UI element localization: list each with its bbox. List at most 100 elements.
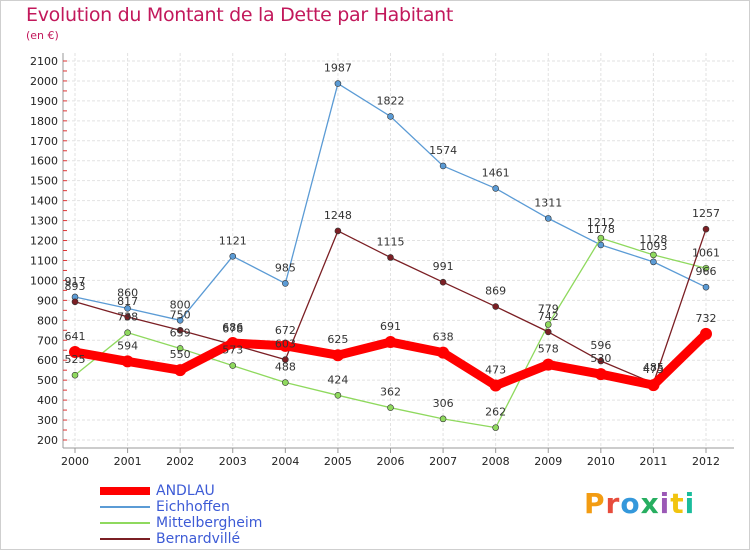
data-label: 475 [643, 363, 664, 376]
y-tick-label: 1500 [30, 175, 58, 188]
data-label: 686 [222, 321, 243, 334]
data-point [282, 356, 289, 363]
y-tick-label: 1000 [30, 274, 58, 287]
y-tick-label: 1800 [30, 115, 58, 128]
data-label: 641 [65, 330, 86, 343]
data-point [489, 379, 502, 392]
data-label: 991 [433, 260, 454, 273]
y-tick-label: 700 [37, 334, 58, 347]
data-point [331, 349, 344, 362]
legend-entry: Eichhoffen [100, 499, 262, 515]
data-point [282, 379, 289, 386]
legend: ANDLAU Eichhoffen Mittelbergheim Bernardvil… [100, 483, 262, 547]
data-point [71, 371, 79, 379]
x-tick-label: 2011 [639, 455, 667, 468]
legend-entry: Bernardvillé [100, 531, 262, 547]
x-tick-label: 2007 [429, 455, 457, 468]
data-label: 750 [170, 308, 191, 321]
data-label: 525 [65, 353, 86, 366]
data-point [334, 227, 342, 235]
data-label: 917 [65, 275, 86, 288]
data-point [174, 364, 187, 377]
data-label: 1461 [482, 166, 510, 179]
logo-letter: o [620, 487, 641, 520]
data-point [702, 264, 710, 272]
data-point [176, 317, 184, 324]
x-tick-label: 2004 [271, 455, 299, 468]
axis-layer: 200 300 400 500 600 700 800 900 1000 1100 1200 1300… [30, 53, 734, 468]
data-label: 1093 [639, 240, 667, 253]
data-label: 742 [538, 310, 559, 323]
data-point [492, 185, 499, 192]
data-point [121, 355, 134, 368]
data-label: 1311 [534, 196, 562, 209]
logo-letter: t [670, 487, 685, 520]
y-tick-label: 800 [37, 314, 58, 327]
logo-letter: i [684, 487, 696, 520]
data-label: 262 [485, 406, 506, 419]
y-tick-label: 500 [37, 374, 58, 387]
data-point [437, 346, 450, 359]
data-label: 594 [117, 339, 138, 352]
legend-label: Bernardvillé [156, 531, 241, 547]
data-point [439, 278, 447, 286]
chart-subtitle: (en €) [26, 29, 59, 42]
x-tick-label: 2002 [166, 455, 194, 468]
data-point [597, 234, 605, 242]
data-label: 306 [433, 397, 454, 410]
logo-letter: P [584, 487, 606, 520]
data-label: 603 [275, 338, 296, 351]
data-point [544, 215, 552, 222]
data-point [387, 254, 394, 261]
data-label: 1822 [377, 94, 405, 107]
data-label: 779 [538, 303, 559, 316]
legend-swatch [100, 522, 150, 524]
data-label: 860 [117, 286, 138, 299]
data-point [229, 362, 237, 369]
y-tick-label: 300 [37, 414, 58, 427]
data-label: 530 [590, 352, 611, 365]
legend-swatch [100, 506, 150, 508]
data-label: 573 [222, 344, 243, 357]
data-point [439, 162, 447, 170]
data-label: 732 [696, 312, 717, 325]
data-point [702, 225, 710, 233]
chart-title: Evolution du Montant de la Dette par Hab… [26, 4, 454, 26]
data-label: 485 [643, 361, 664, 374]
data-point [387, 113, 394, 120]
y-tick-label: 600 [37, 354, 58, 367]
data-label: 488 [275, 361, 296, 374]
y-tick-label: 1700 [30, 135, 58, 148]
y-tick-label: 900 [37, 294, 58, 307]
data-label: 1574 [429, 144, 457, 157]
data-point [124, 313, 131, 321]
x-tick-label: 2009 [534, 455, 562, 468]
data-point [334, 80, 342, 87]
data-point [229, 252, 237, 260]
x-tick-label: 2000 [61, 455, 89, 468]
data-label: 362 [380, 386, 401, 399]
data-point [124, 329, 131, 336]
data-label: 659 [170, 326, 191, 339]
data-point [702, 283, 710, 291]
data-label: 817 [117, 295, 138, 308]
x-tick-label: 2005 [324, 455, 352, 468]
data-label: 1212 [587, 216, 615, 229]
data-label: 638 [433, 331, 454, 344]
data-point [387, 404, 394, 411]
x-tick-label: 2010 [587, 455, 615, 468]
legend-entry: ANDLAU [100, 483, 262, 499]
data-label: 424 [327, 373, 348, 386]
legend-swatch [100, 538, 150, 540]
data-point [647, 379, 660, 392]
data-label: 473 [485, 364, 506, 377]
data-label: 985 [275, 261, 296, 274]
y-tick-label: 1600 [30, 155, 58, 168]
x-tick-label: 2006 [377, 455, 405, 468]
data-label: 1121 [219, 234, 247, 247]
y-tick-label: 1200 [30, 235, 58, 248]
y-tick-label: 1900 [30, 95, 58, 108]
x-tick-label: 2008 [482, 455, 510, 468]
